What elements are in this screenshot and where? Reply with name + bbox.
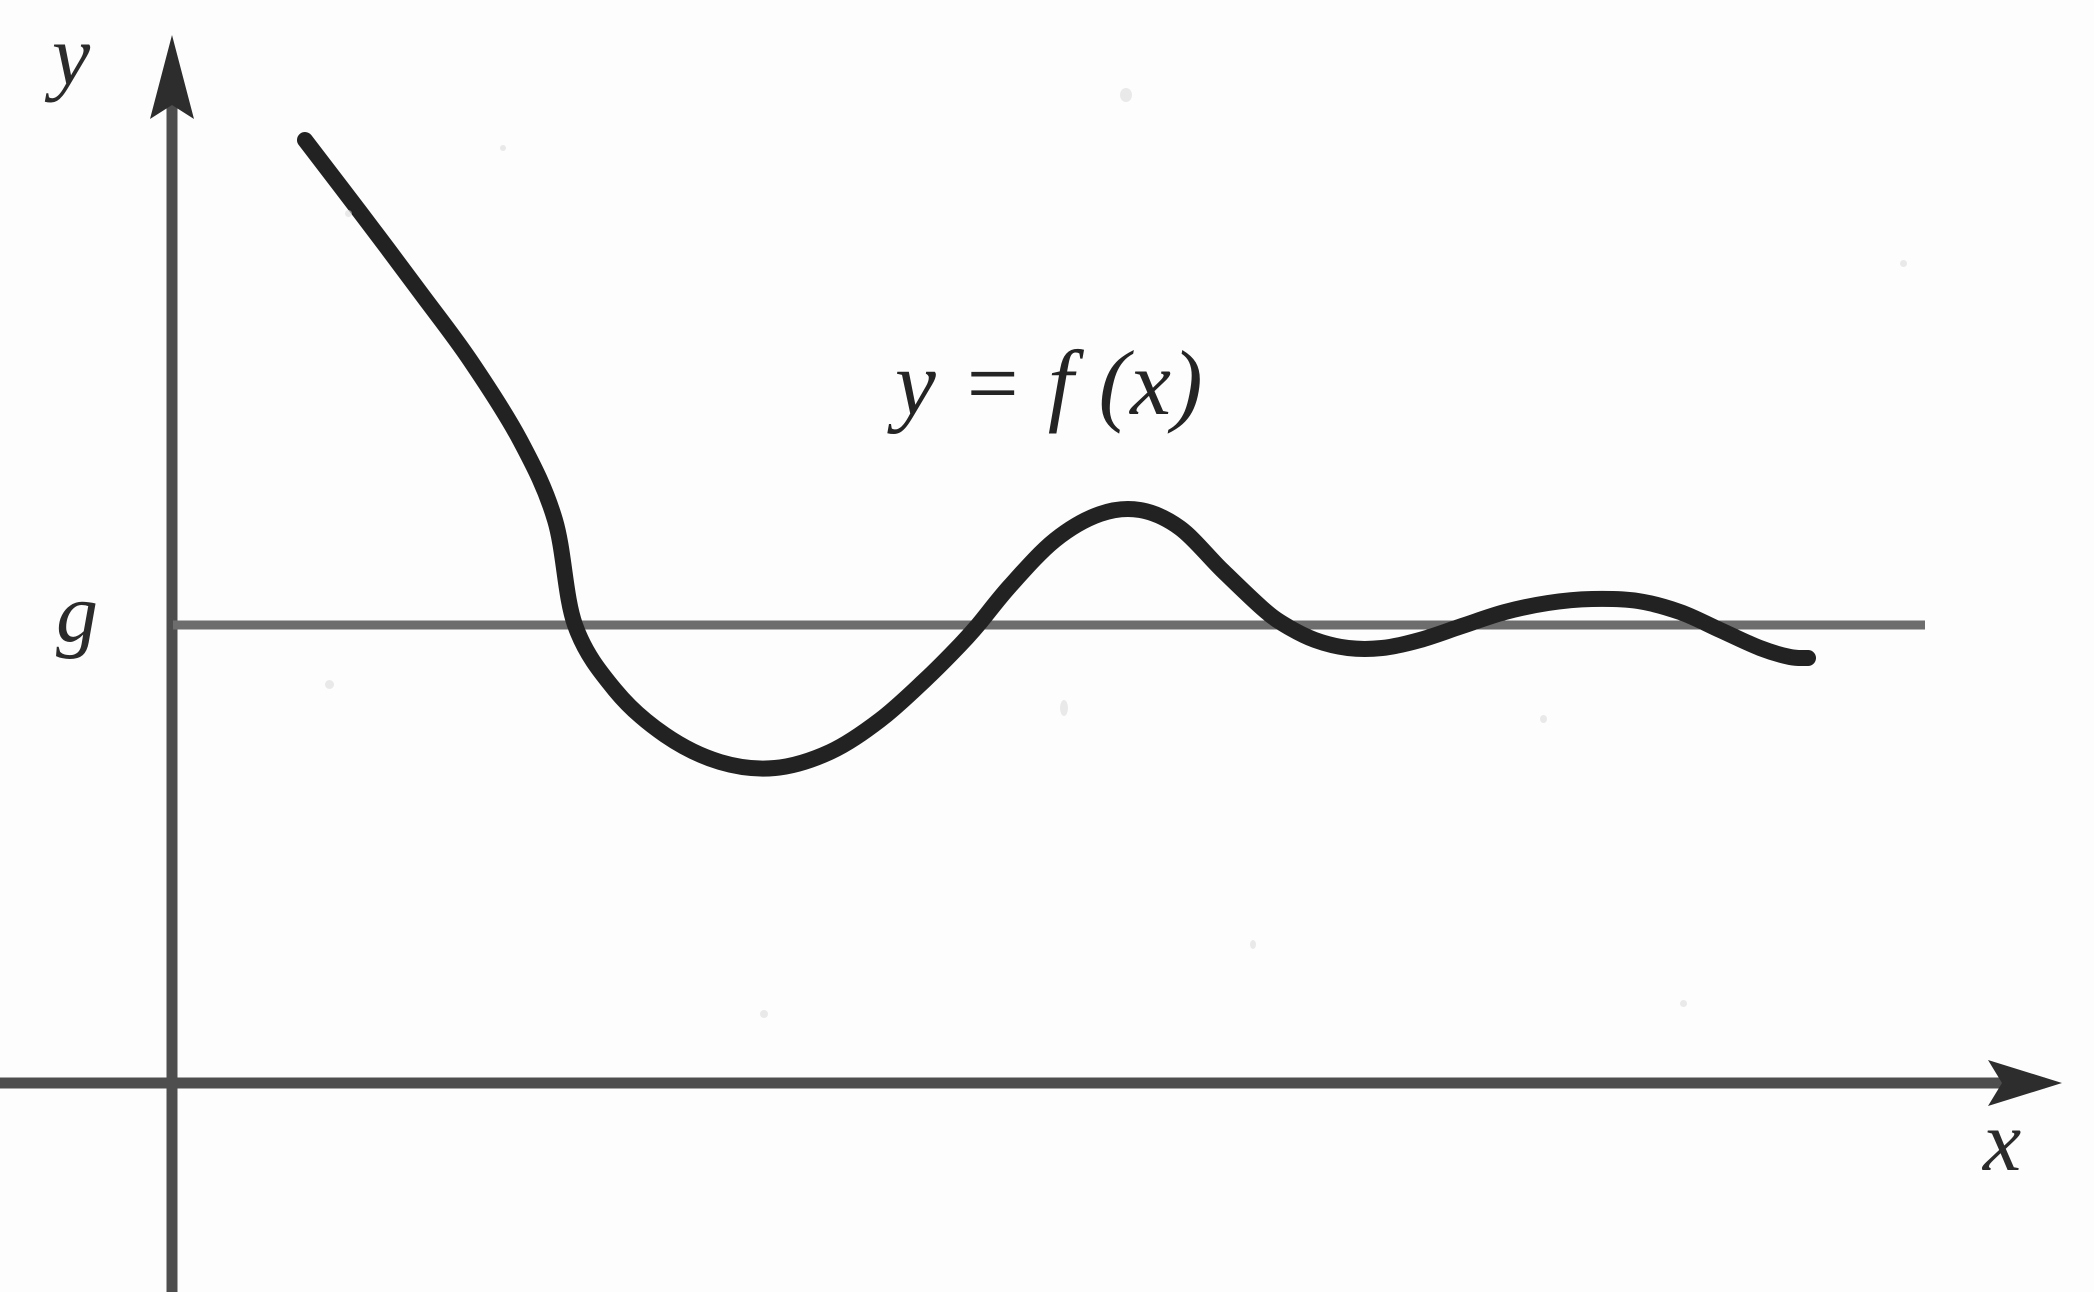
scan-speckle — [500, 145, 506, 151]
scan-speckle — [1250, 940, 1256, 949]
scan-speckle — [1900, 260, 1907, 267]
function-curve — [297, 132, 1816, 777]
y-axis-label: y — [52, 7, 91, 103]
scan-speckle — [1060, 700, 1068, 716]
arrow-up-icon — [150, 35, 194, 119]
scan-speckle — [325, 680, 334, 689]
scan-speckle — [1120, 88, 1132, 102]
scan-speckle — [1540, 715, 1547, 723]
scan-speckle — [1680, 1000, 1687, 1007]
asymptote-label: g — [56, 567, 98, 660]
arrow-right-icon — [1988, 1060, 2062, 1106]
scan-speckle — [345, 210, 352, 217]
x-axis-label: x — [1983, 1093, 2022, 1189]
function-formula-label: y = f (x) — [895, 332, 1204, 434]
scan-speckle — [760, 1010, 768, 1018]
